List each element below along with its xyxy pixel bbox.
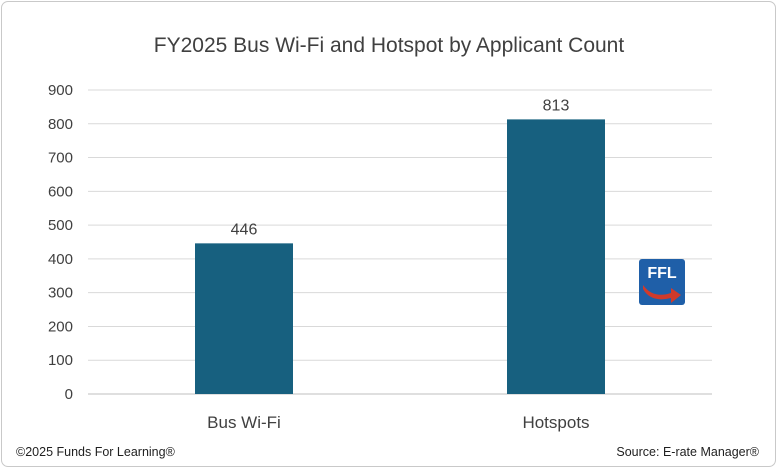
gridlines — [88, 89, 712, 395]
y-tick-label: 0 — [65, 386, 73, 403]
data-labels: 446 813 — [231, 97, 570, 238]
bar-hotspots — [507, 119, 605, 395]
y-tick-label: 700 — [48, 150, 73, 167]
y-tick-label: 600 — [48, 183, 73, 200]
y-tick-label: 900 — [48, 82, 73, 99]
y-axis-ticks: 0 100 200 300 400 500 600 700 800 900 — [48, 82, 73, 403]
y-tick-label: 200 — [48, 318, 73, 335]
source-text: Source: E-rate Manager® — [616, 445, 759, 459]
data-label: 446 — [231, 221, 258, 238]
copyright-text: ©2025 Funds For Learning® — [16, 445, 175, 459]
y-tick-label: 500 — [48, 217, 73, 234]
logo-text: FFL — [647, 265, 677, 282]
bars — [195, 119, 605, 395]
data-label: 813 — [543, 97, 570, 114]
x-axis-categories: Bus Wi-Fi Hotspots — [207, 413, 589, 432]
y-tick-label: 100 — [48, 352, 73, 369]
y-tick-label: 800 — [48, 116, 73, 133]
y-tick-label: 400 — [48, 251, 73, 268]
y-tick-label: 300 — [48, 285, 73, 302]
ffl-logo: FFL — [639, 259, 685, 305]
x-category-label: Bus Wi-Fi — [207, 413, 281, 432]
x-category-label: Hotspots — [522, 413, 589, 432]
bar-bus-wi-fi — [195, 243, 293, 394]
chart-title: FY2025 Bus Wi-Fi and Hotspot by Applican… — [154, 34, 625, 57]
